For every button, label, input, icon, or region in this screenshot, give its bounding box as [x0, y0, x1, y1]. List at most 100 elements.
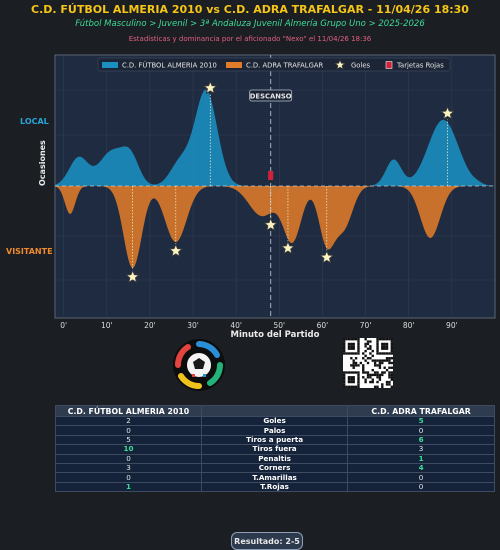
qr-module	[369, 380, 372, 384]
away-stat-value: 0	[347, 481, 495, 493]
halftime-box	[249, 89, 293, 102]
qr-module	[371, 373, 374, 377]
qr-module	[390, 340, 393, 343]
qr-module	[378, 364, 382, 367]
qr-module	[371, 359, 374, 362]
qr-module	[343, 371, 346, 374]
qr-module	[345, 371, 348, 374]
stats-row: 2 Goles 5	[55, 415, 495, 427]
qr-module	[364, 342, 367, 346]
qr-module	[373, 373, 377, 377]
qr-module	[354, 371, 358, 374]
qr-module	[378, 373, 382, 377]
result-button[interactable]: Resultado: 2-5	[231, 532, 303, 550]
qr-module	[362, 366, 365, 369]
qr-module	[350, 342, 353, 346]
qr-module	[357, 352, 360, 355]
qr-module	[343, 376, 346, 379]
stat-label: Tiros fuera	[200, 444, 349, 455]
qr-module	[352, 366, 355, 369]
qr-module	[390, 366, 393, 369]
qr-module	[362, 371, 365, 374]
qr-module	[373, 364, 377, 367]
qr-module	[373, 361, 377, 365]
qr-module	[378, 338, 382, 341]
dominance-chart: DESCANSO 0' 10' 20' 30' 40' 50' 60' 70' 80' 90' C.D…	[54, 54, 496, 330]
home-stat-value: 10	[55, 444, 202, 455]
qr-module	[350, 345, 353, 348]
qr-module	[359, 361, 363, 365]
y-axis-label: Ocasiones	[38, 140, 47, 186]
qr-module	[376, 352, 379, 355]
competition-breadcrumb[interactable]: Fútbol Masculino > Juvenil > 3ª Andaluza…	[75, 19, 425, 29]
qr-module	[357, 340, 360, 343]
home-stat-value: 5	[55, 434, 202, 446]
goal-star-marker	[202, 80, 218, 95]
qr-module	[369, 376, 372, 379]
qr-module	[385, 380, 389, 384]
qr-module	[376, 342, 379, 346]
qr-module	[350, 371, 353, 374]
qr-module	[352, 361, 355, 365]
qr-module	[350, 378, 353, 381]
qr-module	[364, 380, 367, 384]
qr-module	[354, 385, 358, 388]
qr-module	[369, 345, 372, 348]
qr-module	[376, 349, 379, 353]
qr-module	[347, 378, 351, 381]
qr-module	[376, 364, 379, 367]
qr-module	[354, 338, 358, 341]
qr-module	[343, 347, 346, 350]
qr-module	[354, 361, 358, 365]
x-tick-label: 80'	[403, 321, 415, 330]
qr-module	[376, 338, 379, 341]
qr-module	[390, 376, 393, 379]
qr-module	[390, 338, 393, 341]
qr-module	[381, 347, 384, 350]
qr-module	[376, 373, 379, 377]
stats-table: C.D. FÚTBOL ALMERIA 2010 C.D. ADRA TRAFA…	[55, 405, 495, 493]
qr-module	[362, 357, 365, 360]
home-stat-value: 0	[55, 425, 202, 436]
qr-module	[343, 383, 346, 386]
legend-swatch-visitor	[226, 62, 242, 68]
stats-row: 0 Palos 0	[55, 425, 495, 436]
qr-module	[362, 364, 365, 367]
legend-star-icon	[334, 58, 346, 70]
qr-module	[343, 345, 346, 348]
stat-label: Penaltis	[200, 453, 349, 464]
qr-module	[357, 345, 360, 348]
away-team-header: C.D. ADRA TRAFALGAR	[347, 405, 495, 417]
qr-module	[352, 342, 355, 346]
visitor-series-area	[55, 186, 495, 269]
qr-module	[378, 361, 382, 365]
stats-row: 0 Penaltis 1	[55, 453, 495, 464]
x-tick-label: 70'	[360, 321, 372, 330]
qr-module	[388, 338, 391, 341]
legend-label-visitor: C.D. ADRA TRAFALGAR	[246, 62, 323, 70]
qr-module	[364, 345, 367, 348]
x-tick-label: 40'	[230, 321, 242, 330]
qr-module	[343, 338, 346, 341]
qr-module	[385, 352, 389, 355]
qr-module	[383, 359, 386, 362]
qr-module	[383, 342, 386, 346]
qr-module	[357, 376, 360, 379]
qr-module	[381, 352, 384, 355]
qr-module	[371, 349, 374, 353]
away-stat-value: 1	[347, 453, 495, 464]
qr-module	[352, 378, 355, 381]
qr-module	[376, 359, 379, 362]
qr-module	[369, 373, 372, 377]
qr-module	[376, 345, 379, 348]
qr-module	[352, 338, 355, 341]
club-logo-icon	[173, 339, 225, 391]
qr-module	[364, 349, 367, 353]
away-stat-value: 5	[347, 415, 495, 427]
qr-module	[390, 352, 393, 355]
stat-label: T.Amarillas	[200, 472, 349, 483]
qr-code-icon[interactable]	[343, 338, 393, 388]
qr-module	[343, 378, 346, 381]
away-stat-value: 0	[347, 472, 495, 483]
qr-module	[352, 352, 355, 355]
